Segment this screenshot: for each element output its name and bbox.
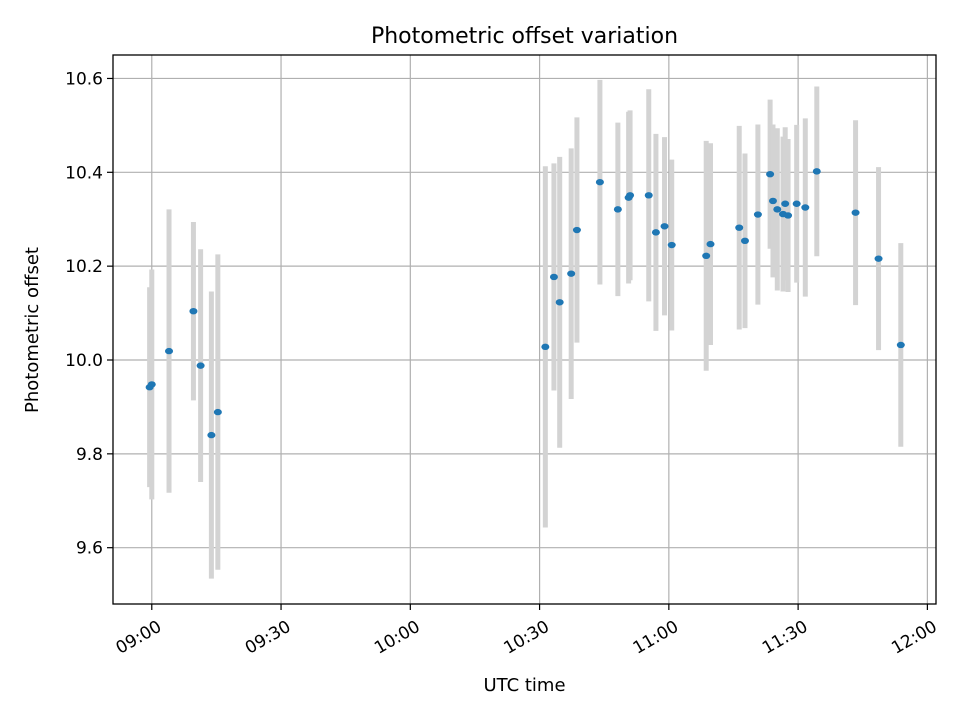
- data-point: [207, 431, 216, 439]
- data-point: [165, 347, 174, 355]
- data-point: [541, 343, 550, 351]
- data-point: [801, 204, 810, 211]
- data-point: [735, 224, 744, 231]
- plot-frame: [112, 54, 937, 605]
- data-point: [595, 178, 604, 186]
- data-point: [740, 237, 749, 245]
- data-point: [706, 240, 715, 248]
- y-tick-label: 10.0: [65, 351, 103, 371]
- data-point: [644, 192, 653, 199]
- data-point: [555, 299, 564, 306]
- data-point: [753, 211, 762, 218]
- data-point: [766, 170, 775, 178]
- data-point: [213, 408, 222, 416]
- data-point: [896, 341, 905, 349]
- data-point: [147, 381, 156, 388]
- y-axis-ticks: 9.6 9.8 10.0 10.2 10.4 10.6: [65, 69, 113, 559]
- data-point: [196, 362, 205, 369]
- y-tick-label: 10.6: [65, 69, 103, 89]
- data-point: [651, 229, 660, 236]
- data-point: [874, 255, 883, 262]
- chart-title: Photometric offset variation: [371, 24, 678, 49]
- y-tick-label: 10.4: [65, 163, 103, 183]
- data-point: [572, 226, 581, 234]
- y-tick-label: 9.8: [76, 445, 103, 465]
- data-point: [626, 192, 635, 199]
- data-point: [851, 209, 860, 216]
- data-point: [189, 308, 198, 315]
- data-point: [768, 197, 777, 205]
- data-point: [567, 270, 576, 277]
- data-point: [613, 206, 622, 213]
- x-axis-label: UTC time: [483, 675, 565, 696]
- data-point: [784, 212, 793, 219]
- y-tick-label: 9.6: [76, 539, 103, 559]
- data-point: [792, 200, 801, 207]
- data-point: [667, 241, 676, 249]
- data-point: [702, 252, 711, 260]
- data-point: [660, 223, 669, 230]
- y-axis-label: Photometric offset: [22, 247, 43, 413]
- data-points: [145, 168, 905, 439]
- data-point: [781, 200, 790, 207]
- data-point: [773, 206, 782, 213]
- data-point: [812, 168, 821, 175]
- y-tick-label: 10.2: [65, 257, 103, 277]
- data-point: [549, 273, 558, 281]
